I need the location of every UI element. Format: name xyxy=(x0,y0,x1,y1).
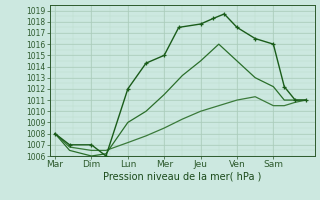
X-axis label: Pression niveau de la mer( hPa ): Pression niveau de la mer( hPa ) xyxy=(103,172,261,182)
